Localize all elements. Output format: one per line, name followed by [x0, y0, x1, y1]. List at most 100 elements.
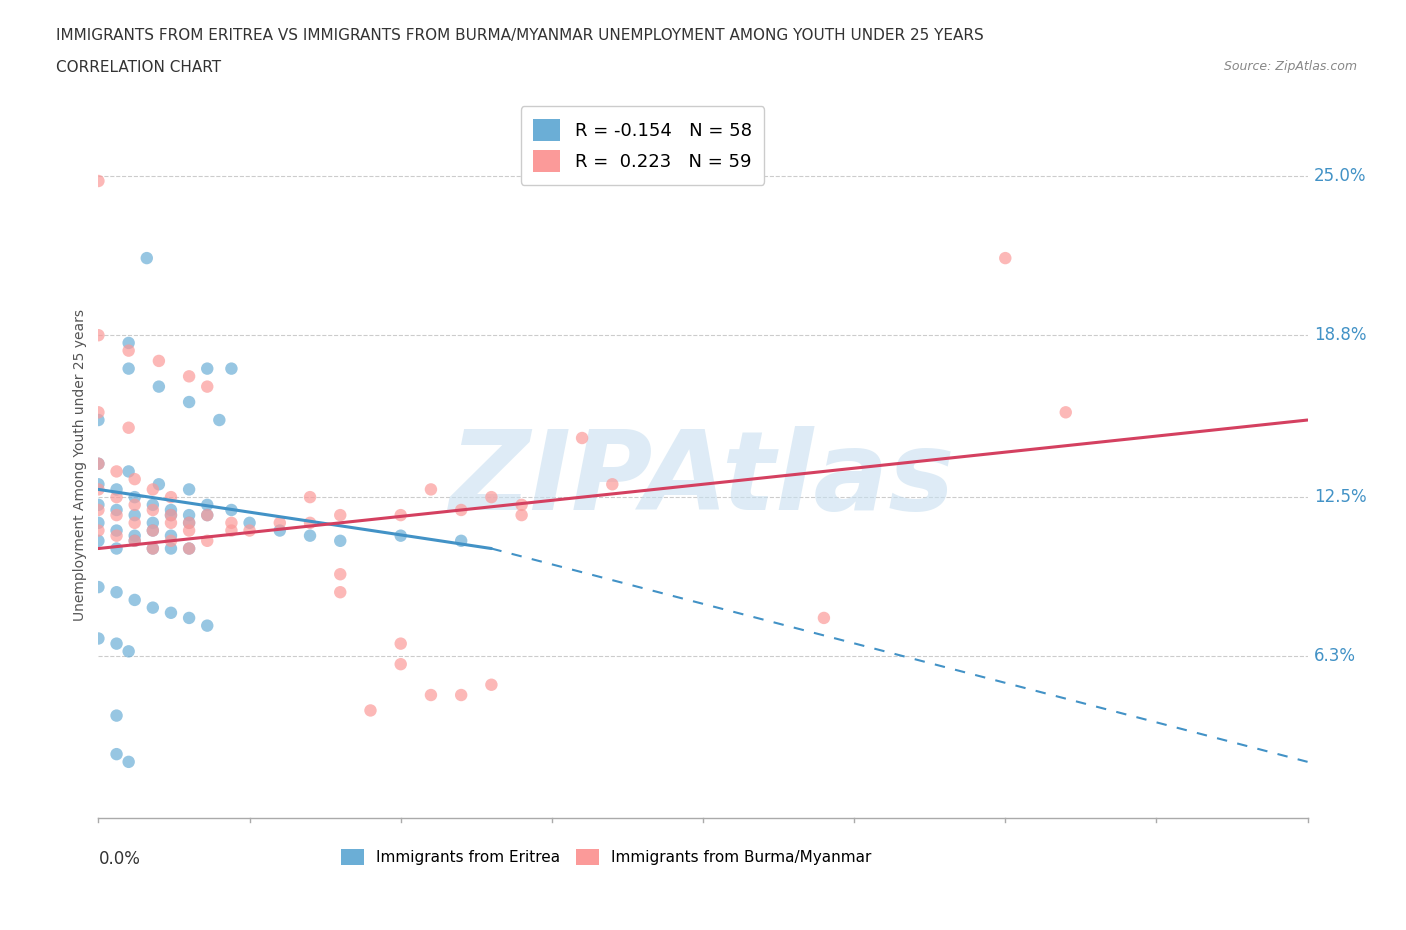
Point [87, 327, 110, 342]
Point [87, 631, 110, 646]
Point [142, 541, 165, 556]
Point [179, 541, 201, 556]
Point [124, 534, 146, 549]
Point [450, 534, 472, 549]
Text: IMMIGRANTS FROM ERITREA VS IMMIGRANTS FROM BURMA/MYANMAR UNEMPLOYMENT AMONG YOUT: IMMIGRANTS FROM ERITREA VS IMMIGRANTS FR… [56, 28, 984, 43]
Point [420, 687, 443, 702]
Point [195, 508, 218, 523]
Point [179, 515, 201, 530]
Point [602, 477, 624, 492]
Point [179, 610, 201, 625]
Point [179, 523, 201, 538]
Point [510, 508, 533, 523]
Point [221, 361, 243, 376]
Point [87, 502, 110, 517]
Point [389, 528, 412, 543]
Point [510, 498, 533, 512]
Point [389, 636, 412, 651]
Point [118, 343, 141, 358]
Point [160, 605, 183, 620]
Point [142, 482, 165, 497]
Point [299, 528, 322, 543]
Point [142, 502, 165, 517]
Point [239, 515, 262, 530]
Point [124, 534, 146, 549]
Point [87, 457, 110, 472]
Point [269, 515, 291, 530]
Point [87, 515, 110, 530]
Point [87, 523, 110, 538]
Point [420, 482, 443, 497]
Point [124, 498, 146, 512]
Point [87, 405, 110, 419]
Point [148, 353, 170, 368]
Legend: Immigrants from Eritrea, Immigrants from Burma/Myanmar: Immigrants from Eritrea, Immigrants from… [332, 840, 880, 874]
Point [135, 251, 157, 266]
Point [124, 490, 146, 505]
Point [299, 490, 322, 505]
Text: 0.0%: 0.0% [98, 850, 141, 869]
Point [87, 579, 110, 594]
Point [221, 515, 243, 530]
Point [329, 585, 352, 600]
Point [160, 502, 183, 517]
Point [160, 508, 183, 523]
Point [142, 600, 165, 615]
Point [160, 541, 183, 556]
Point [208, 413, 231, 428]
Point [118, 754, 141, 769]
Text: Source: ZipAtlas.com: Source: ZipAtlas.com [1223, 60, 1357, 73]
Text: ZIPAtlas: ZIPAtlas [450, 426, 956, 533]
Point [239, 523, 262, 538]
Point [142, 498, 165, 512]
Point [105, 585, 128, 600]
Point [87, 498, 110, 512]
Text: CORRELATION CHART: CORRELATION CHART [56, 60, 221, 75]
Text: 6.3%: 6.3% [1313, 647, 1355, 666]
Point [124, 592, 146, 607]
Point [179, 541, 201, 556]
Point [87, 477, 110, 492]
Text: 18.8%: 18.8% [1313, 326, 1367, 344]
Point [571, 431, 593, 445]
Point [1054, 405, 1077, 419]
Point [481, 490, 503, 505]
Point [105, 708, 128, 723]
Point [329, 534, 352, 549]
Point [87, 413, 110, 428]
Point [142, 523, 165, 538]
Point [179, 508, 201, 523]
Point [329, 566, 352, 581]
Point [124, 472, 146, 486]
Point [269, 523, 291, 538]
Point [195, 618, 218, 633]
Point [148, 379, 170, 394]
Point [142, 523, 165, 538]
Point [360, 703, 382, 718]
Point [160, 515, 183, 530]
Text: 12.5%: 12.5% [1313, 488, 1367, 506]
Point [105, 490, 128, 505]
Point [994, 251, 1017, 266]
Point [87, 457, 110, 472]
Point [142, 541, 165, 556]
Point [124, 528, 146, 543]
Point [105, 502, 128, 517]
Point [179, 394, 201, 409]
Point [450, 687, 472, 702]
Point [221, 502, 243, 517]
Point [160, 528, 183, 543]
Point [118, 336, 141, 351]
Point [118, 420, 141, 435]
Point [195, 508, 218, 523]
Point [105, 636, 128, 651]
Point [105, 528, 128, 543]
Point [105, 464, 128, 479]
Point [329, 508, 352, 523]
Point [87, 174, 110, 189]
Point [813, 610, 835, 625]
Point [160, 508, 183, 523]
Point [118, 361, 141, 376]
Point [105, 482, 128, 497]
Point [299, 515, 322, 530]
